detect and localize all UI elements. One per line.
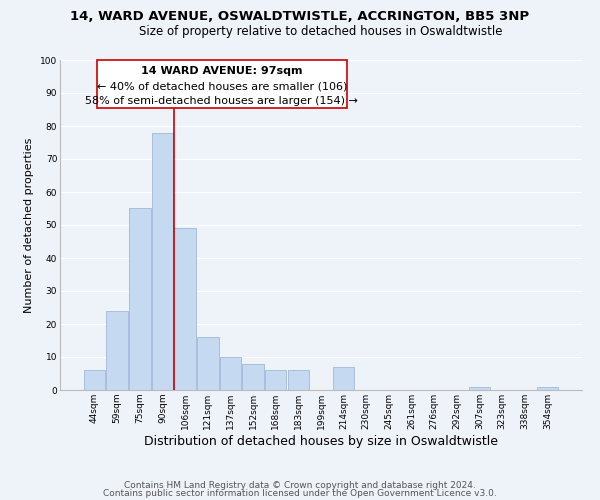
Bar (469, 386, 490, 390)
Title: Size of property relative to detached houses in Oswaldtwistle: Size of property relative to detached ho… (139, 25, 503, 38)
FancyBboxPatch shape (97, 60, 347, 108)
Y-axis label: Number of detached properties: Number of detached properties (25, 138, 34, 312)
Bar (537, 386, 558, 390)
Bar (106, 311, 128, 390)
Text: Contains public sector information licensed under the Open Government Licence v3: Contains public sector information licen… (103, 488, 497, 498)
Bar (197, 337, 218, 390)
Bar (287, 370, 309, 390)
Bar (129, 208, 151, 390)
Bar (333, 367, 355, 390)
X-axis label: Distribution of detached houses by size in Oswaldtwistle: Distribution of detached houses by size … (144, 434, 498, 448)
Bar (265, 370, 286, 390)
Bar (220, 357, 241, 390)
Text: Contains HM Land Registry data © Crown copyright and database right 2024.: Contains HM Land Registry data © Crown c… (124, 481, 476, 490)
Text: 14 WARD AVENUE: 97sqm: 14 WARD AVENUE: 97sqm (141, 66, 302, 76)
Bar (242, 364, 264, 390)
Text: 58% of semi-detached houses are larger (154) →: 58% of semi-detached houses are larger (… (85, 96, 358, 106)
Bar (175, 228, 196, 390)
Text: ← 40% of detached houses are smaller (106): ← 40% of detached houses are smaller (10… (97, 82, 347, 92)
Bar (84, 370, 105, 390)
Text: 14, WARD AVENUE, OSWALDTWISTLE, ACCRINGTON, BB5 3NP: 14, WARD AVENUE, OSWALDTWISTLE, ACCRINGT… (70, 10, 530, 23)
Bar (152, 132, 173, 390)
